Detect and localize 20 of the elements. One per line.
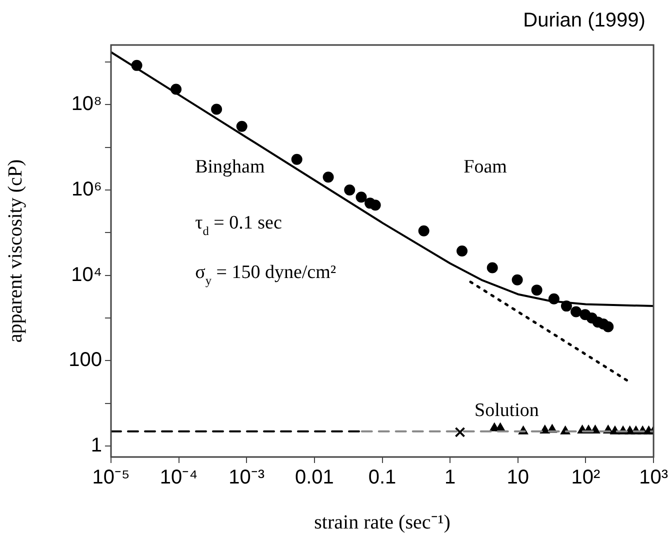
- annotation: Solution: [474, 400, 540, 421]
- y-tick-label: 10⁸: [71, 93, 102, 116]
- x-tick-label: 1: [444, 466, 456, 489]
- x-tick-label: 10: [506, 466, 530, 489]
- annotation: Bingham: [195, 156, 265, 178]
- x-tick-label: 0.1: [368, 466, 396, 489]
- x-tick-label: 10²: [571, 466, 601, 489]
- y-tick-label: 10⁴: [71, 264, 102, 286]
- y-tick-label: 10⁶: [72, 178, 102, 200]
- x-tick-label: 10⁻³: [228, 466, 265, 489]
- y-tick-label: 1: [90, 434, 102, 456]
- text: Durian (1999): [523, 9, 646, 32]
- x-axis-title: strain rate (sec⁻¹): [314, 511, 450, 534]
- x-tick-label: 10³: [639, 466, 668, 489]
- annotation: Foam: [464, 156, 508, 178]
- y-axis-title: apparent viscosity (cP): [4, 159, 26, 343]
- x-tick-label: 10⁻⁵: [92, 466, 130, 489]
- x-tick-label: 0.01: [294, 466, 334, 489]
- y-tick-label: 100: [68, 349, 102, 372]
- x-tick-label: 10⁻⁴: [160, 466, 198, 489]
